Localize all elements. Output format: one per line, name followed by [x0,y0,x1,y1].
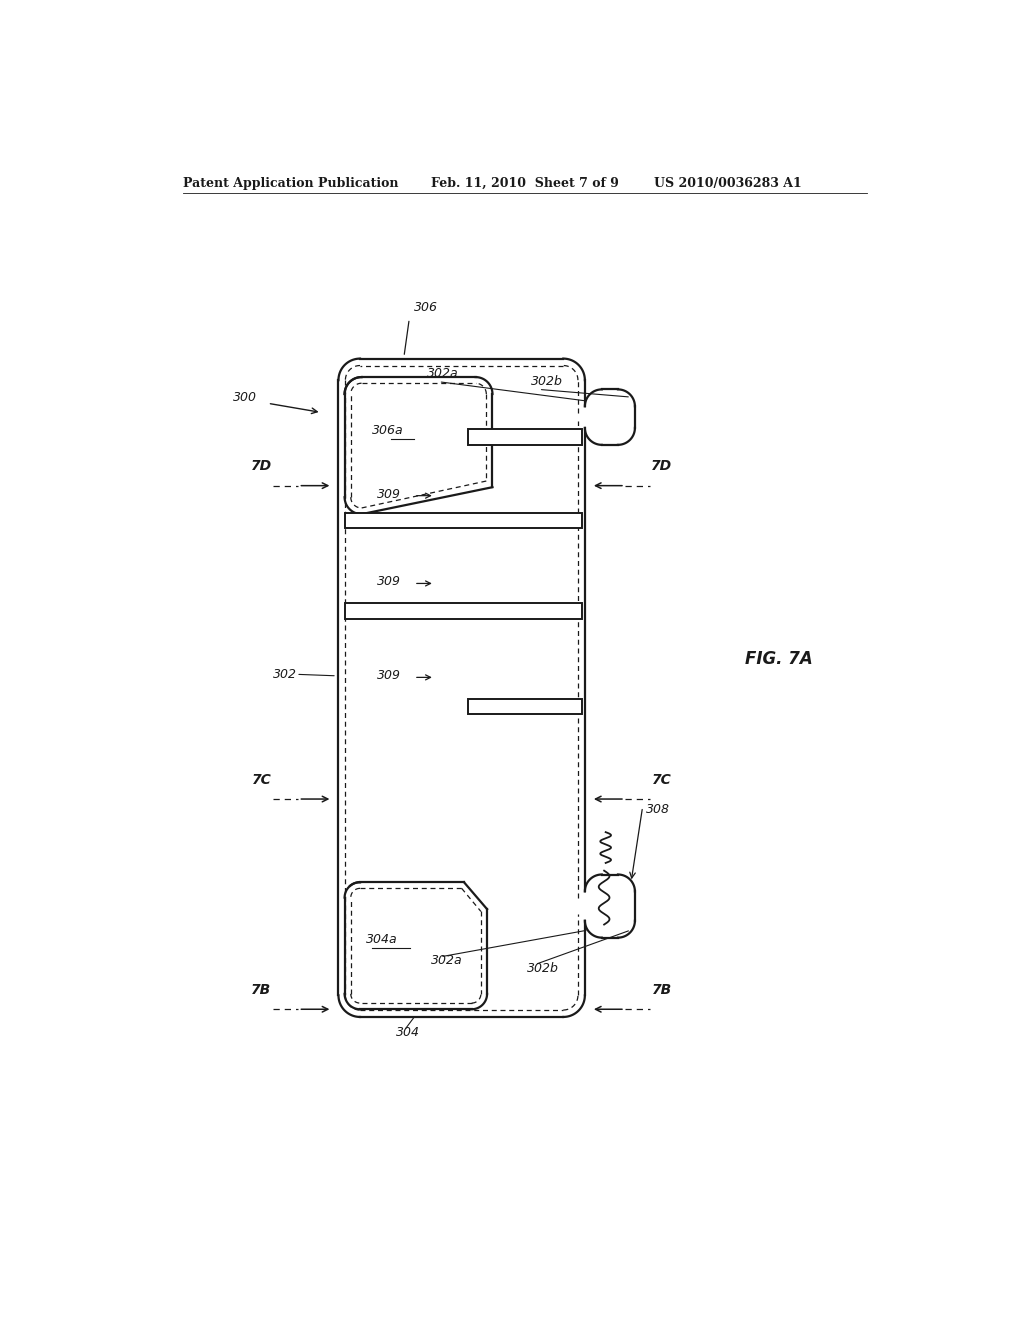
Text: 302b: 302b [527,962,559,975]
Text: 302b: 302b [531,375,563,388]
Text: 7C: 7C [652,772,672,787]
Text: 302a: 302a [431,954,463,968]
Text: 309: 309 [377,487,401,500]
Text: 7B: 7B [251,983,271,997]
Text: 309: 309 [377,576,401,589]
Text: 304a: 304a [367,933,397,946]
Bar [468,700,582,714]
Text: 7C: 7C [252,772,271,787]
Text: Feb. 11, 2010  Sheet 7 of 9: Feb. 11, 2010 Sheet 7 of 9 [431,177,618,190]
Bar [345,512,582,528]
Text: 302a: 302a [427,367,459,380]
Text: 300: 300 [233,391,257,404]
Text: FIG. 7A: FIG. 7A [745,649,813,668]
Text: 306: 306 [414,301,438,314]
Text: 304: 304 [396,1026,420,1039]
Text: 309: 309 [377,669,401,682]
Text: Patent Application Publication: Patent Application Publication [183,177,398,190]
Text: 7D: 7D [651,459,673,474]
Text: 7B: 7B [651,983,672,997]
Text: 302: 302 [273,668,297,681]
Text: US 2010/0036283 A1: US 2010/0036283 A1 [654,177,802,190]
Bar [468,429,582,445]
Text: 306a: 306a [372,425,403,437]
Text: 7D: 7D [251,459,272,474]
Bar [345,603,582,619]
Text: 308: 308 [646,803,671,816]
